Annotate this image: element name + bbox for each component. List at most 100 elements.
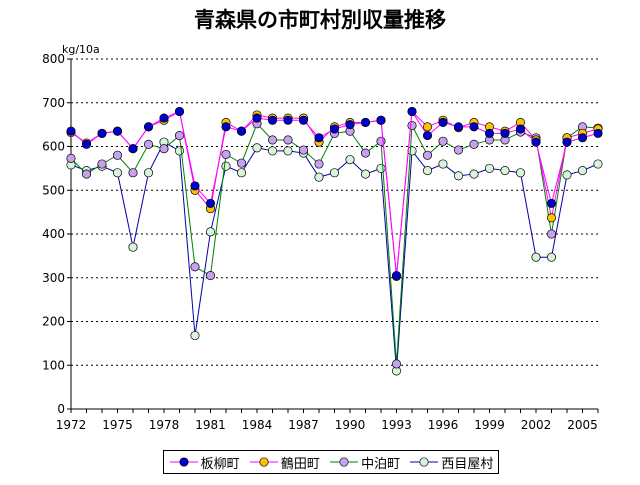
data-point: [314, 133, 324, 143]
data-point: [453, 145, 464, 155]
legend-label: 鶴田町: [280, 456, 320, 472]
data-point: [314, 159, 324, 169]
x-tick-label: 1999: [474, 418, 505, 432]
y-tick-label: 200: [42, 315, 65, 329]
axes: 0 100 200 300 400 500 600 700 800 1972 1975 1978 198…: [42, 52, 599, 432]
data-point: [221, 149, 231, 159]
data-point: [531, 137, 541, 147]
data-point: [438, 117, 448, 127]
data-point: [562, 137, 572, 147]
legend-swatch-icon: [330, 457, 359, 467]
legend-label: 中泊町: [361, 456, 401, 472]
data-point: [267, 115, 278, 125]
legend-item: 板柳町: [169, 453, 240, 472]
data-point: [484, 128, 495, 138]
series-1: [66, 106, 603, 281]
x-tick-label: 1996: [428, 418, 459, 432]
data-point: [546, 229, 557, 239]
y-tick-label: 600: [42, 140, 65, 154]
data-point: [190, 330, 200, 341]
data-point: [376, 115, 386, 125]
data-point: [562, 170, 572, 180]
data-point: [267, 146, 278, 156]
data-point: [314, 172, 324, 182]
data-point: [81, 139, 92, 149]
data-point: [329, 168, 340, 178]
data-point: [236, 168, 247, 178]
data-point: [500, 128, 510, 138]
data-point: [360, 117, 371, 127]
x-tick-label: 1981: [195, 418, 226, 432]
legend-item: 中泊町: [329, 453, 400, 472]
legend-label: 西目屋村: [441, 456, 494, 472]
series-4: [66, 137, 603, 376]
data-point: [577, 166, 588, 176]
data-point: [66, 126, 76, 136]
data-point: [112, 126, 123, 136]
legend-item: 西目屋村: [409, 453, 493, 472]
data-point: [531, 252, 541, 262]
data-point: [221, 122, 231, 132]
x-tick-label: 2005: [567, 418, 598, 432]
legend-label: 板柳町: [200, 456, 240, 472]
data-point: [515, 168, 526, 178]
data-point: [345, 120, 355, 130]
data-point: [391, 271, 402, 281]
data-point: [298, 115, 309, 125]
data-point: [174, 146, 185, 156]
data-point: [422, 122, 433, 132]
data-point: [283, 135, 293, 145]
data-point: [81, 169, 92, 179]
data-point: [205, 198, 216, 208]
data-point: [128, 144, 138, 154]
data-point: [97, 159, 107, 169]
data-point: [577, 133, 588, 143]
legend-swatch-icon: [410, 457, 439, 467]
data-point: [221, 161, 231, 171]
data-point: [298, 145, 309, 155]
data-point: [484, 163, 495, 173]
data-point: [236, 158, 247, 168]
data-point: [453, 122, 464, 132]
data-point: [252, 113, 262, 123]
y-tick-label: 100: [42, 358, 65, 372]
y-axis-label: kg/10a: [62, 43, 100, 56]
data-point: [128, 168, 138, 178]
data-point: [97, 128, 107, 138]
x-tick-label: 1990: [335, 418, 366, 432]
data-point: [500, 166, 510, 176]
series-3: [66, 119, 603, 369]
data-point: [267, 135, 278, 145]
y-tick-label: 500: [42, 183, 65, 197]
y-tick-label: 800: [42, 52, 65, 66]
data-point: [407, 106, 417, 117]
data-point: [174, 106, 185, 117]
data-point: [593, 128, 603, 138]
x-tick-label: 1972: [56, 418, 87, 432]
x-tick-label: 1984: [242, 418, 273, 432]
x-tick-label: 1993: [381, 418, 412, 432]
data-point: [143, 168, 154, 178]
data-point: [159, 144, 169, 154]
data-point: [422, 166, 433, 176]
data-point: [143, 139, 154, 149]
data-point: [360, 148, 371, 158]
data-point: [329, 124, 340, 134]
data-point: [143, 122, 154, 132]
data-point: [112, 150, 123, 160]
series-line: [70, 122, 599, 364]
data-point: [546, 213, 557, 223]
y-tick-label: 700: [42, 96, 65, 110]
x-tick-label: 1975: [102, 418, 133, 432]
x-tick-label: 1978: [149, 418, 180, 432]
data-point: [376, 163, 386, 173]
grid-lines: [71, 58, 598, 366]
data-point: [546, 252, 557, 262]
legend-item: 鶴田町: [249, 453, 320, 472]
data-point: [453, 171, 464, 181]
data-point: [283, 146, 293, 156]
data-point: [66, 153, 76, 163]
data-point: [283, 115, 293, 125]
x-tick-label: 2002: [521, 418, 552, 432]
